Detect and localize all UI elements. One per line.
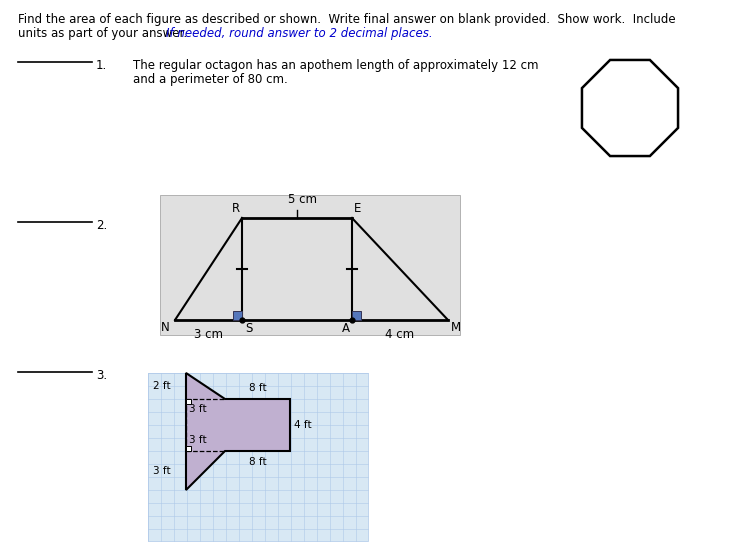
Text: 3 ft: 3 ft [153,465,171,475]
Bar [160,195,460,335]
Text: A: A [342,322,350,335]
Text: Find the area of each figure as described or shown.  Write final answer on blank: Find the area of each figure as describe… [18,13,675,26]
Bar [148,373,368,541]
Text: 2 ft: 2 ft [153,381,171,391]
Text: 4 cm: 4 cm [385,328,415,341]
Bar [186,399,191,404]
Text: 5 cm: 5 cm [289,193,318,206]
Text: 3.: 3. [96,369,107,382]
Bar [352,311,361,320]
Text: S: S [245,322,252,335]
Text: and a perimeter of 80 cm.: and a perimeter of 80 cm. [133,73,287,86]
Text: 8 ft: 8 ft [248,383,266,393]
Text: The regular octagon has an apothem length of approximately 12 cm: The regular octagon has an apothem lengt… [133,59,539,72]
Text: 3 ft: 3 ft [189,404,207,414]
Text: 8 ft: 8 ft [248,457,266,467]
Text: 2.: 2. [96,219,107,232]
Text: N: N [161,321,170,334]
Text: 4 ft: 4 ft [294,420,312,430]
Polygon shape [582,60,678,156]
Text: R: R [232,202,240,215]
Polygon shape [186,373,290,490]
Text: E: E [354,202,362,215]
Text: 3 ft: 3 ft [189,435,207,445]
Text: M: M [451,321,461,334]
Bar [186,446,191,451]
Text: If needed, round answer to 2 decimal places.: If needed, round answer to 2 decimal pla… [166,27,433,40]
Text: 1.: 1. [96,59,107,72]
Bar [233,311,242,320]
Text: units as part of your answer.: units as part of your answer. [18,27,195,40]
Text: 3 cm: 3 cm [194,328,223,341]
